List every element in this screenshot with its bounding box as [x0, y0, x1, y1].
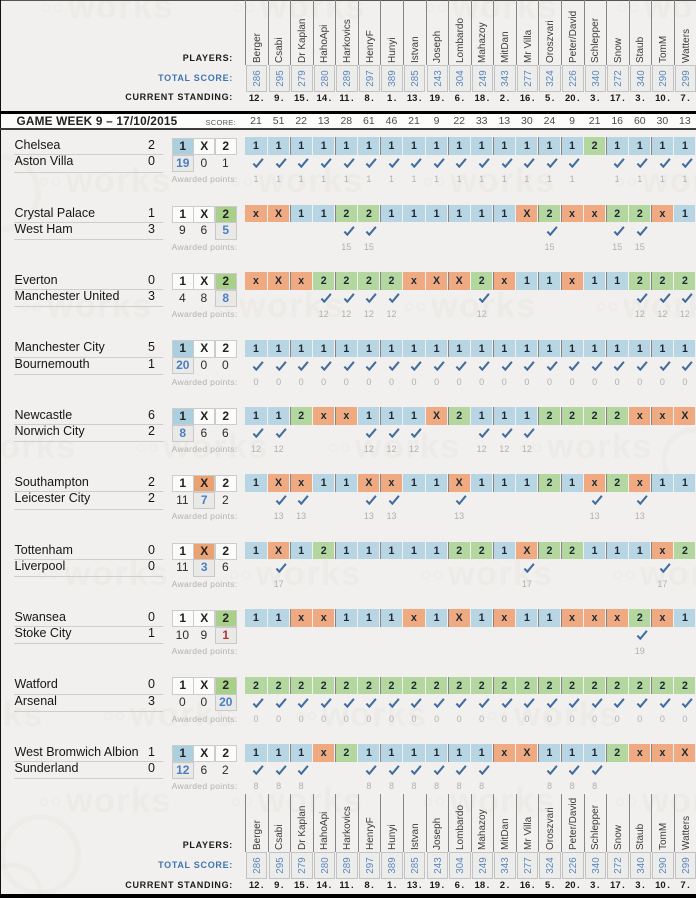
svg-text:works: works	[63, 555, 170, 593]
svg-text:works: works	[639, 555, 696, 593]
svg-text:works: works	[259, 0, 366, 26]
svg-text:works: works	[641, 162, 696, 200]
svg-text:works: works	[622, 287, 696, 325]
svg-text:works: works	[238, 287, 345, 325]
svg-text:works: works	[641, 782, 696, 820]
svg-text:works: works	[0, 428, 77, 466]
svg-text:works: works	[257, 162, 364, 200]
svg-text:works: works	[451, 0, 558, 26]
svg-text:works: works	[447, 555, 554, 593]
svg-text:works: works	[449, 162, 556, 200]
svg-text:works: works	[449, 782, 556, 820]
svg-text:works: works	[65, 782, 172, 820]
svg-text:works: works	[67, 0, 174, 26]
svg-text:works: works	[65, 162, 172, 200]
svg-text:works: works	[46, 287, 153, 325]
svg-text:works: works	[257, 782, 364, 820]
svg-text:works: works	[546, 428, 653, 466]
svg-text:works: works	[255, 555, 362, 593]
svg-text:works: works	[430, 287, 537, 325]
svg-text:works: works	[0, 696, 44, 734]
